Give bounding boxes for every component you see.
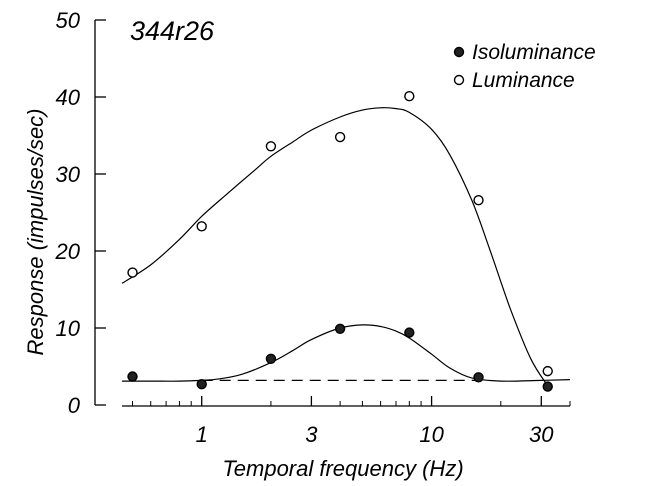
data-point-isoluminance: [473, 372, 484, 383]
y-axis-title: Response (impulses/sec): [23, 109, 48, 356]
x-ticks: 1 3 10 30: [132, 396, 571, 447]
legend-marker-isoluminance: [453, 46, 465, 58]
y-tick-label: 10: [56, 316, 81, 341]
y-tick-label: 40: [56, 85, 81, 110]
data-points: [127, 91, 553, 392]
data-point-isoluminance: [542, 381, 553, 392]
fit-curves: [121, 107, 571, 387]
y-tick-label: 50: [56, 8, 81, 33]
data-point-isoluminance: [334, 323, 346, 334]
data-point-isoluminance: [127, 371, 138, 382]
y-ticks: 0 10 20 30 40 50: [55, 8, 106, 418]
x-axis-title: Temporal frequency (Hz): [222, 456, 463, 481]
x-tick-label: 1: [196, 422, 208, 447]
legend: Isoluminance Luminance: [453, 41, 596, 92]
fit-curve-luminance: [121, 107, 549, 387]
data-point-luminance: [127, 267, 138, 278]
x-tick-label: 10: [419, 422, 444, 447]
legend-marker-luminance: [453, 74, 465, 86]
data-point-isoluminance: [196, 379, 207, 390]
data-point-luminance: [542, 365, 553, 377]
data-point-luminance: [196, 221, 207, 232]
legend-label-luminance: Luminance: [472, 69, 575, 92]
data-point-isoluminance: [265, 353, 277, 364]
fit-curve-isoluminance: [122, 324, 571, 382]
legend-label-isoluminance: Isoluminance: [472, 41, 596, 64]
y-tick-label: 0: [68, 393, 81, 418]
axes: [94, 20, 570, 407]
y-tick-label: 20: [55, 239, 81, 264]
data-point-isoluminance: [404, 327, 415, 338]
y-tick-label: 30: [56, 162, 81, 187]
x-tick-label: 3: [305, 422, 318, 447]
panel-id: 344r26: [130, 16, 215, 46]
x-tick-label: 30: [529, 422, 554, 447]
data-point-luminance: [473, 194, 484, 206]
data-point-luminance: [265, 141, 277, 152]
data-point-luminance: [334, 131, 346, 143]
data-point-luminance: [404, 91, 415, 102]
